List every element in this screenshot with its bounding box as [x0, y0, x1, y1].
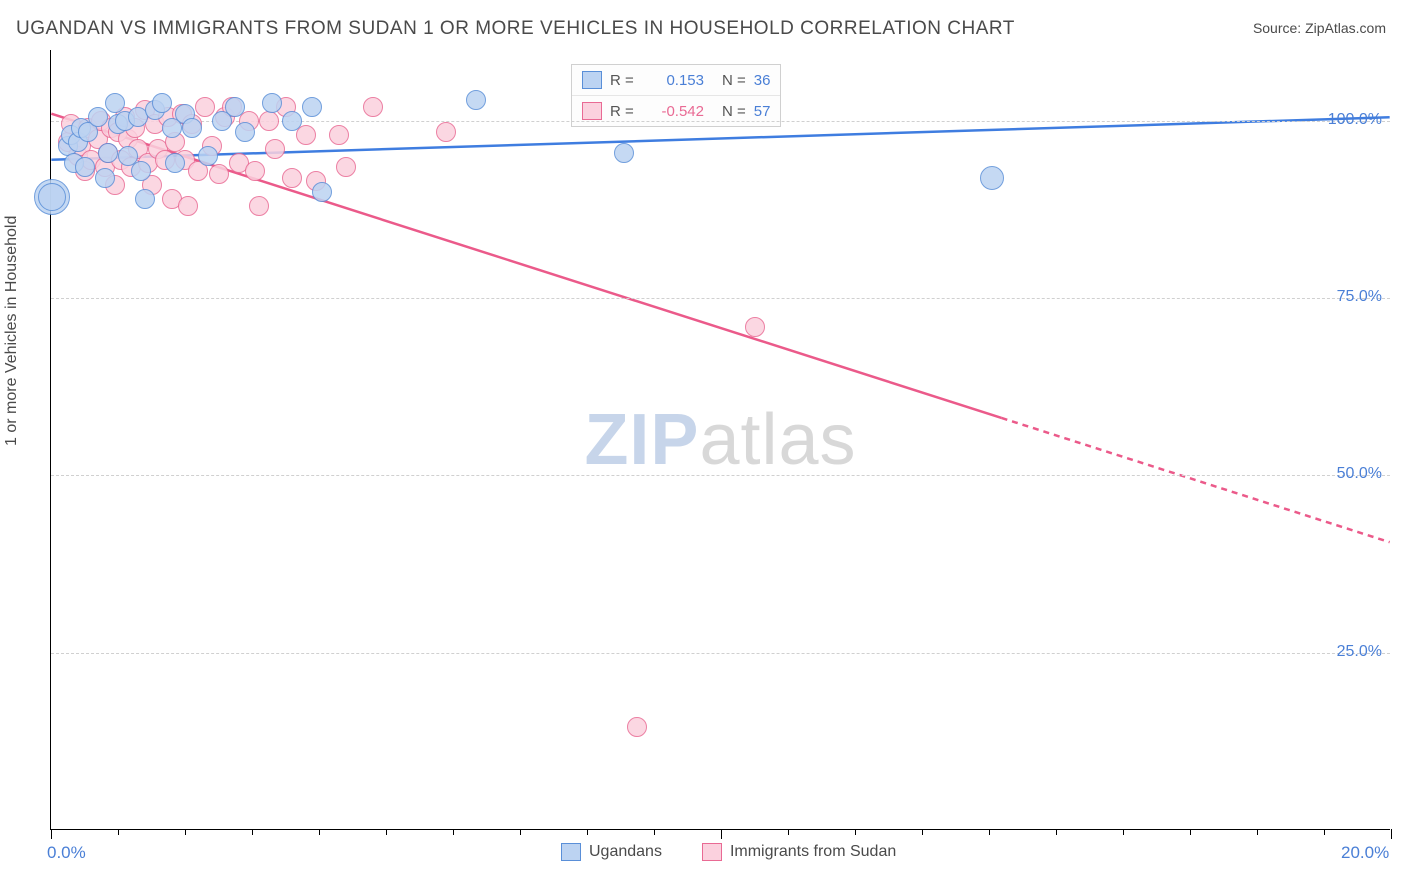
data-point [195, 97, 215, 117]
x-tick-minor [587, 829, 588, 835]
swatch-ugandans [561, 843, 581, 861]
data-point [329, 125, 349, 145]
stats-legend: R = 0.153 N = 36 R = -0.542 N = 57 [571, 64, 781, 127]
x-tick-minor [520, 829, 521, 835]
swatch-sudan [702, 843, 722, 861]
x-tick-minor [1123, 829, 1124, 835]
data-point [209, 164, 229, 184]
data-point [198, 146, 218, 166]
r-value-sudan: -0.542 [644, 103, 704, 120]
data-point [980, 166, 1004, 190]
r-value-ugandans: 0.153 [644, 72, 704, 89]
data-point [259, 111, 279, 131]
data-point [95, 168, 115, 188]
chart-title: UGANDAN VS IMMIGRANTS FROM SUDAN 1 OR MO… [16, 18, 1015, 40]
data-point [182, 118, 202, 138]
x-tick-minor [185, 829, 186, 835]
x-tick-minor [1056, 829, 1057, 835]
x-tick-minor [1257, 829, 1258, 835]
data-point [131, 161, 151, 181]
source-label: Source: ZipAtlas.com [1253, 20, 1386, 36]
y-tick-label: 50.0% [1337, 465, 1382, 483]
watermark-atlas: atlas [699, 400, 856, 480]
data-point [627, 717, 647, 737]
data-point [302, 97, 322, 117]
data-point [135, 189, 155, 209]
data-point [235, 122, 255, 142]
x-tick-minor [453, 829, 454, 835]
gridline [51, 298, 1390, 299]
y-axis-label: 1 or more Vehicles in Household [3, 216, 21, 446]
bottom-legend: Ugandans Immigrants from Sudan [561, 843, 896, 861]
x-tick-minor [788, 829, 789, 835]
data-point [436, 122, 456, 142]
data-point [282, 111, 302, 131]
n-value-sudan: 57 [754, 103, 771, 120]
legend-label-sudan: Immigrants from Sudan [730, 843, 896, 861]
swatch-ugandans [582, 71, 602, 89]
data-point [745, 317, 765, 337]
data-point [75, 157, 95, 177]
scatter-plot: ZIPatlas R = 0.153 N = 36 R = -0.542 N =… [50, 50, 1390, 830]
y-tick-label: 100.0% [1328, 111, 1382, 129]
n-label: N = [722, 72, 746, 89]
data-point [225, 97, 245, 117]
data-point [312, 182, 332, 202]
x-tick-major [721, 829, 722, 839]
x-tick-major [1391, 829, 1392, 839]
watermark-zip: ZIP [584, 400, 699, 480]
data-point [614, 143, 634, 163]
data-point [88, 107, 108, 127]
r-label: R = [610, 72, 636, 89]
r-label: R = [610, 103, 636, 120]
stats-legend-row-ugandans: R = 0.153 N = 36 [572, 65, 780, 95]
watermark: ZIPatlas [584, 399, 856, 481]
x-tick-minor [1324, 829, 1325, 835]
x-tick-minor [118, 829, 119, 835]
data-point [466, 90, 486, 110]
x-tick-minor [319, 829, 320, 835]
x-tick-minor [386, 829, 387, 835]
x-tick-minor [855, 829, 856, 835]
data-point [38, 183, 66, 211]
data-point [249, 196, 269, 216]
gridline [51, 475, 1390, 476]
data-point [98, 143, 118, 163]
x-tick-minor [1190, 829, 1191, 835]
data-point [245, 161, 265, 181]
x-tick-minor [922, 829, 923, 835]
data-point [262, 93, 282, 113]
gridline [51, 653, 1390, 654]
data-point [363, 97, 383, 117]
swatch-sudan [582, 102, 602, 120]
data-point [282, 168, 302, 188]
data-point [152, 93, 172, 113]
legend-label-ugandans: Ugandans [589, 843, 662, 861]
data-point [265, 139, 285, 159]
n-label: N = [722, 103, 746, 120]
x-tick-major [51, 829, 52, 839]
data-point [336, 157, 356, 177]
y-tick-label: 75.0% [1337, 288, 1382, 306]
x-tick-minor [252, 829, 253, 835]
x-tick-label: 0.0% [47, 843, 86, 863]
data-point [178, 196, 198, 216]
x-tick-label: 20.0% [1341, 843, 1389, 863]
x-tick-minor [654, 829, 655, 835]
x-tick-minor [989, 829, 990, 835]
data-point [165, 153, 185, 173]
n-value-ugandans: 36 [754, 72, 771, 89]
y-tick-label: 25.0% [1337, 643, 1382, 661]
